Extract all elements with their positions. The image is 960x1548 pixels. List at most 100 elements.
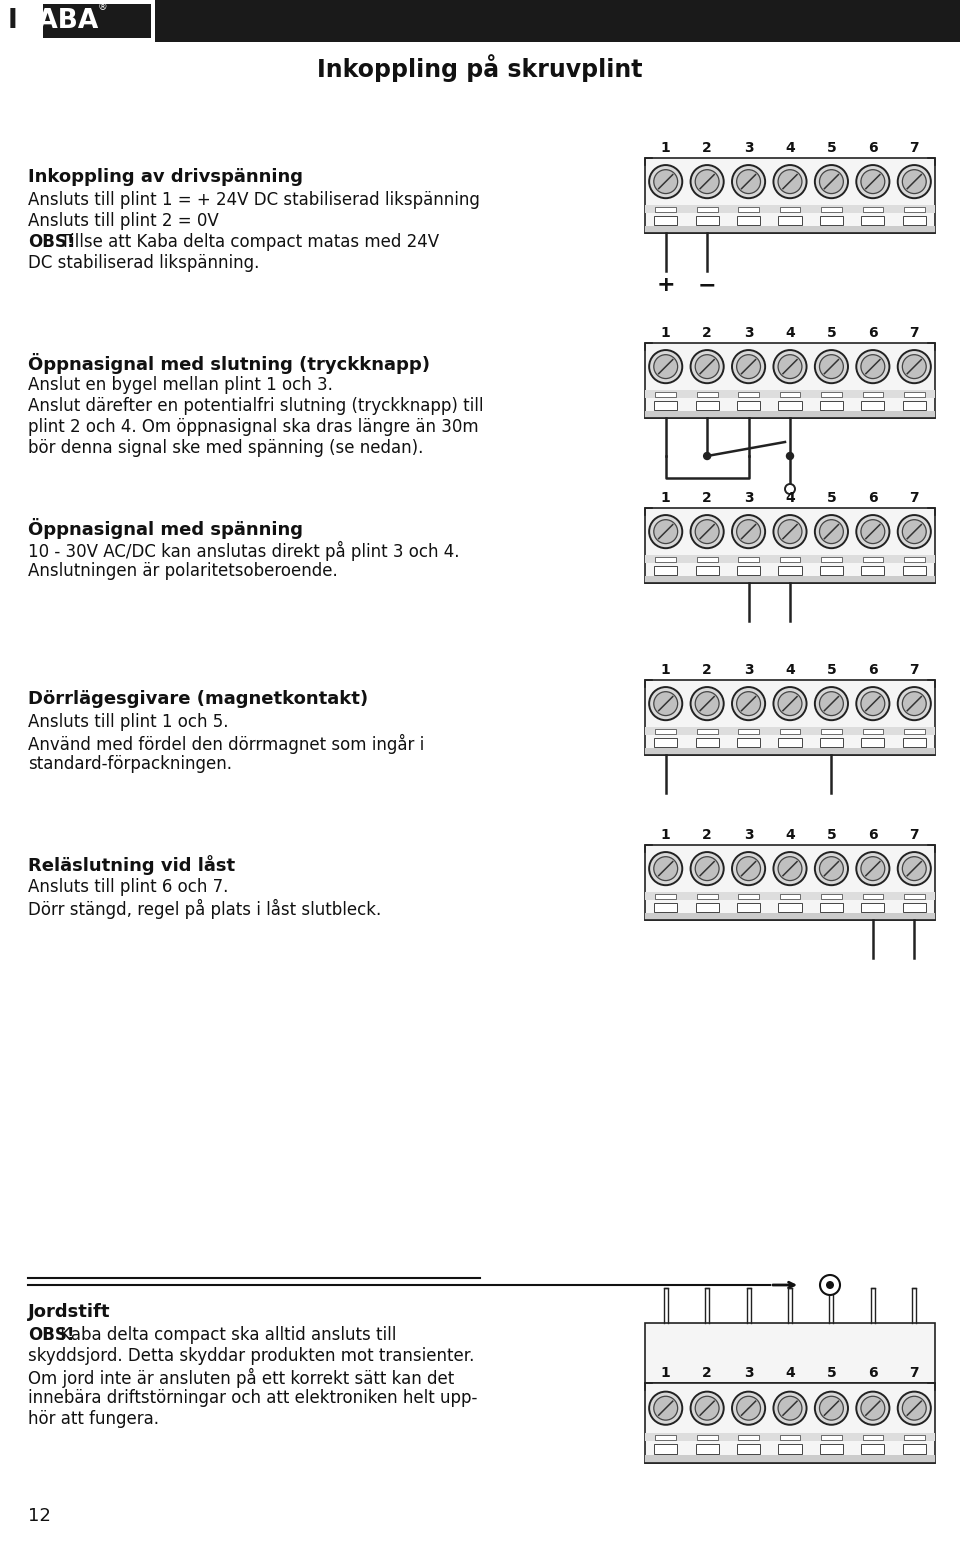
Bar [645,728,935,735]
Circle shape [774,166,806,198]
Circle shape [774,1392,806,1424]
Bar [696,902,719,912]
Circle shape [815,166,848,198]
Bar [904,729,924,734]
Circle shape [898,1392,931,1424]
Bar [696,215,719,224]
Bar [820,737,843,746]
Circle shape [856,851,889,885]
Text: 4: 4 [785,1365,795,1379]
Circle shape [704,452,710,460]
Circle shape [690,1392,724,1424]
Circle shape [732,851,765,885]
Text: 7: 7 [909,1365,919,1379]
Circle shape [732,515,765,548]
Circle shape [774,515,806,548]
Circle shape [778,170,802,194]
Circle shape [820,520,843,543]
Circle shape [820,856,843,881]
Circle shape [736,692,760,715]
Bar [862,557,883,562]
Text: 6: 6 [868,327,877,341]
Circle shape [695,1396,719,1420]
Bar [0,0,960,42]
Text: Ansluts till plint 2 = 0V: Ansluts till plint 2 = 0V [28,212,219,231]
Bar [904,392,924,396]
Bar [779,902,802,912]
Bar [737,565,760,574]
Text: 4: 4 [785,828,795,842]
Text: Om jord inte är ansluten på ett korrekt sätt kan det: Om jord inte är ansluten på ett korrekt … [28,1368,454,1389]
Bar [654,1444,678,1454]
Circle shape [861,354,885,379]
Bar [696,565,719,574]
Circle shape [654,354,678,379]
Bar [697,729,717,734]
Bar [656,557,676,562]
Text: 5: 5 [827,491,836,505]
Bar [780,557,801,562]
Bar [861,737,884,746]
Circle shape [736,354,760,379]
Circle shape [736,170,760,194]
Bar [654,565,678,574]
Text: Anslut en bygel mellan plint 1 och 3.: Anslut en bygel mellan plint 1 och 3. [28,376,333,395]
Bar [697,895,717,899]
Bar [3,5,151,39]
Bar [654,215,678,224]
Text: Inkoppling av drivspänning: Inkoppling av drivspänning [28,169,303,186]
Bar [779,215,802,224]
Bar [737,215,760,224]
Circle shape [690,515,724,548]
Bar [738,392,759,396]
Bar [820,565,843,574]
Text: 5: 5 [827,663,836,676]
Circle shape [695,520,719,543]
Text: 6: 6 [868,491,877,505]
Text: 7: 7 [909,828,919,842]
Bar [779,1444,802,1454]
Text: 2: 2 [703,491,712,505]
Bar [780,207,801,212]
Circle shape [902,520,926,543]
Bar [738,207,759,212]
Bar [862,895,883,899]
Bar [645,892,935,899]
Text: Kaba delta compact ska alltid ansluts till: Kaba delta compact ska alltid ansluts ti… [56,1327,396,1344]
Bar [902,565,925,574]
Text: 2: 2 [703,327,712,341]
Text: 2: 2 [703,1365,712,1379]
Bar [697,207,717,212]
Bar [821,729,842,734]
Bar [904,1435,924,1440]
Text: Anslutningen är polaritetsoberoende.: Anslutningen är polaritetsoberoende. [28,562,338,580]
Text: standard-förpackningen.: standard-förpackningen. [28,755,232,772]
Circle shape [826,1282,834,1289]
Bar [779,401,802,410]
Bar [821,895,842,899]
Circle shape [774,851,806,885]
Bar [821,392,842,396]
Text: 6: 6 [868,1365,877,1379]
Bar [654,902,678,912]
Text: 1: 1 [660,663,671,676]
Text: Öppnasignal med spänning: Öppnasignal med spänning [28,519,303,539]
Circle shape [815,687,848,720]
Text: 3: 3 [744,1365,754,1379]
Text: bör denna signal ske med spänning (se nedan).: bör denna signal ske med spänning (se ne… [28,440,423,457]
Circle shape [654,170,678,194]
Bar [820,401,843,410]
Circle shape [690,687,724,720]
Bar [645,226,935,234]
Bar [645,508,935,584]
Circle shape [732,1392,765,1424]
Text: Dörr stängd, regel på plats i låst slutbleck.: Dörr stängd, regel på plats i låst slutb… [28,899,381,920]
Circle shape [820,354,843,379]
Text: Ansluts till plint 1 och 5.: Ansluts till plint 1 och 5. [28,714,228,731]
Circle shape [654,692,678,715]
Bar [904,557,924,562]
Bar [902,737,925,746]
Text: 1: 1 [660,327,671,341]
Circle shape [736,1396,760,1420]
Text: 10 - 30V AC/DC kan anslutas direkt på plint 3 och 4.: 10 - 30V AC/DC kan anslutas direkt på pl… [28,540,460,560]
